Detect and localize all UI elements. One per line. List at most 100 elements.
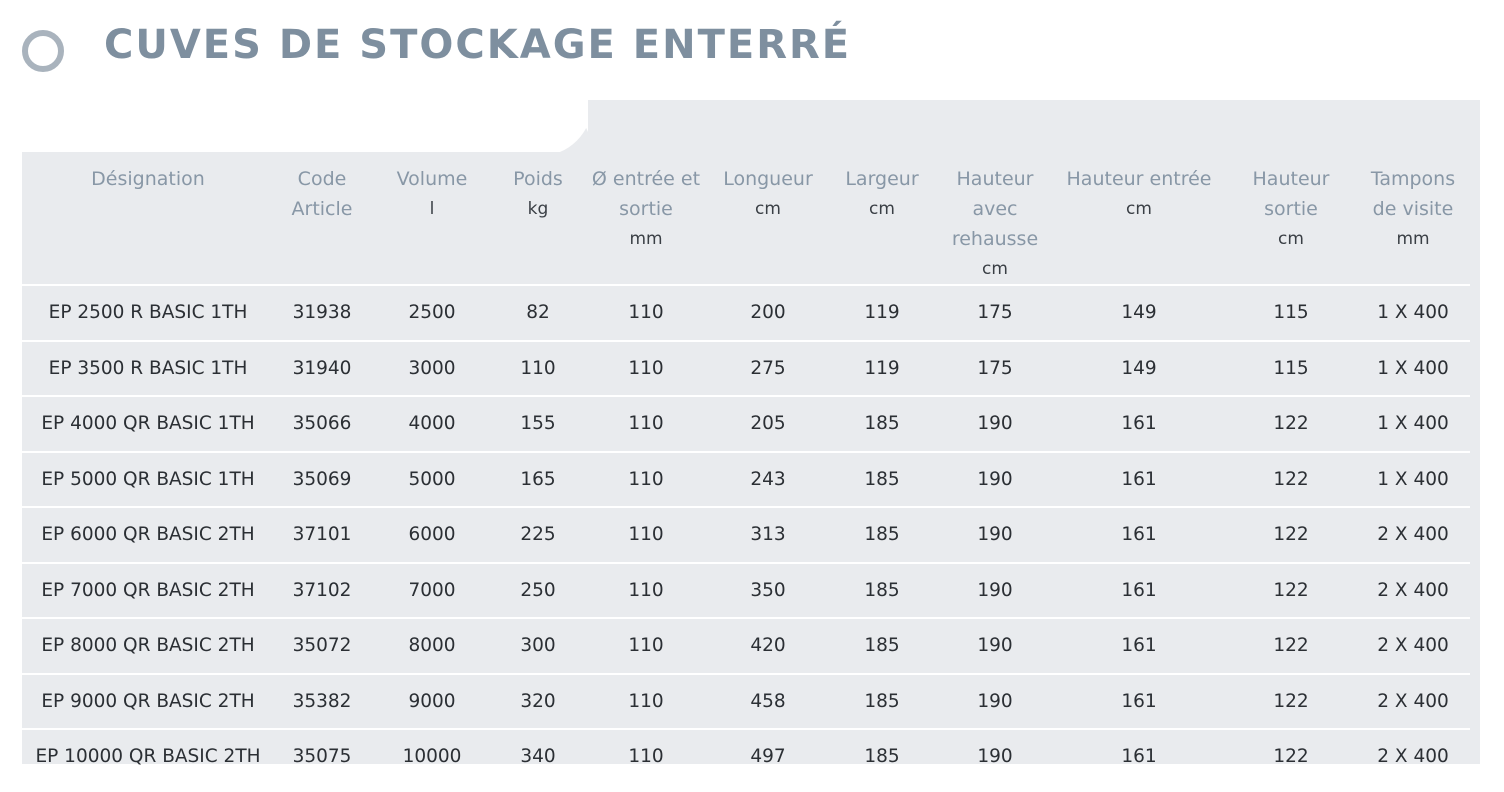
column-header-unit: cm bbox=[869, 199, 895, 219]
table-cell: 225 bbox=[494, 506, 582, 563]
column-header-unit: mm bbox=[629, 229, 663, 249]
table-cell: 1 X 400 bbox=[1356, 339, 1470, 396]
table-cell: 119 bbox=[826, 284, 938, 341]
table-cell: 149 bbox=[1052, 339, 1226, 396]
table-cell: 37101 bbox=[274, 506, 370, 563]
table-cell: 161 bbox=[1052, 450, 1226, 507]
table-cell: 115 bbox=[1226, 339, 1356, 396]
table-cell: 82 bbox=[494, 284, 582, 341]
table-cell: 185 bbox=[826, 450, 938, 507]
table-body: EP 2500 R BASIC 1TH 31938 2500 82 110 200 119 1… bbox=[22, 284, 1470, 784]
table-row: EP 3500 R BASIC 1TH 31940 3000 110 110 275 119… bbox=[22, 339, 1470, 396]
column-header-unit: cm bbox=[1278, 229, 1304, 249]
table-cell: 4000 bbox=[370, 395, 494, 452]
column-header-label: Volume bbox=[396, 168, 468, 190]
table-cell: EP 7000 QR BASIC 2TH bbox=[22, 561, 274, 618]
table-cell: EP 3500 R BASIC 1TH bbox=[22, 339, 274, 396]
table-cell: 1 X 400 bbox=[1356, 450, 1470, 507]
column-header-unit: cm bbox=[1126, 199, 1152, 219]
table-cell: 2 X 400 bbox=[1356, 617, 1470, 674]
column-header: Code Article bbox=[274, 152, 370, 285]
table-cell: 2 X 400 bbox=[1356, 506, 1470, 563]
table-cell: 122 bbox=[1226, 450, 1356, 507]
column-header: Tampons de visite mm bbox=[1356, 152, 1470, 285]
table-row: EP 6000 QR BASIC 2TH 37101 6000 225 110 313 18… bbox=[22, 506, 1470, 563]
table-cell: 1 X 400 bbox=[1356, 284, 1470, 341]
table-cell: 190 bbox=[938, 617, 1052, 674]
column-header-label: Ø entrée et sortie bbox=[591, 168, 701, 220]
table-cell: 320 bbox=[494, 672, 582, 729]
table-cell: 340 bbox=[494, 728, 582, 784]
column-header-label: Poids bbox=[513, 168, 563, 190]
column-header-label: Désignation bbox=[91, 168, 205, 190]
table-cell: 35075 bbox=[274, 728, 370, 784]
table-cell: 185 bbox=[826, 728, 938, 784]
table-cell: 110 bbox=[582, 506, 710, 563]
table-cell: EP 6000 QR BASIC 2TH bbox=[22, 506, 274, 563]
table-cell: 110 bbox=[582, 561, 710, 618]
column-header: Désignation bbox=[22, 152, 274, 285]
table-cell: 300 bbox=[494, 617, 582, 674]
table-cell: 190 bbox=[938, 395, 1052, 452]
column-header: Hauteur avec rehausse cm bbox=[938, 152, 1052, 285]
table-cell: 110 bbox=[582, 617, 710, 674]
table-cell: 185 bbox=[826, 395, 938, 452]
table-cell: 3000 bbox=[370, 339, 494, 396]
column-header-label: Longueur bbox=[723, 168, 813, 190]
table-cell: 190 bbox=[938, 450, 1052, 507]
table-cell: 110 bbox=[582, 284, 710, 341]
column-header: Ø entrée et sortie mm bbox=[582, 152, 710, 285]
table-cell: 122 bbox=[1226, 617, 1356, 674]
table-cell: 5000 bbox=[370, 450, 494, 507]
column-header-unit: kg bbox=[527, 199, 549, 219]
table-cell: 9000 bbox=[370, 672, 494, 729]
table-cell: 122 bbox=[1226, 672, 1356, 729]
column-header-label: Tampons de visite bbox=[1370, 168, 1456, 220]
table-cell: EP 4000 QR BASIC 1TH bbox=[22, 395, 274, 452]
table-cell: 35066 bbox=[274, 395, 370, 452]
table-cell: 200 bbox=[710, 284, 826, 341]
table-row: EP 2500 R BASIC 1TH 31938 2500 82 110 200 119 1… bbox=[22, 284, 1470, 341]
table-cell: 161 bbox=[1052, 561, 1226, 618]
table-row: EP 10000 QR BASIC 2TH 35075 10000 340 110 497… bbox=[22, 728, 1470, 784]
table-cell: 420 bbox=[710, 617, 826, 674]
table-cell: 122 bbox=[1226, 395, 1356, 452]
column-header-unit: cm bbox=[982, 259, 1008, 279]
table-cell: 161 bbox=[1052, 395, 1226, 452]
column-header: Hauteur entrée cm bbox=[1052, 152, 1226, 285]
column-header: Poids kg bbox=[494, 152, 582, 285]
table-cell: 185 bbox=[826, 672, 938, 729]
table-cell: 2 X 400 bbox=[1356, 561, 1470, 618]
column-header-label: Hauteur entrée bbox=[1066, 168, 1212, 190]
table-cell: 110 bbox=[582, 728, 710, 784]
column-header-label: Hauteur sortie bbox=[1252, 168, 1330, 220]
table-cell: 458 bbox=[710, 672, 826, 729]
table-cell: 190 bbox=[938, 672, 1052, 729]
table-row: EP 9000 QR BASIC 2TH 35382 9000 320 110 458 18… bbox=[22, 672, 1470, 729]
table-cell: 35069 bbox=[274, 450, 370, 507]
table-row: EP 4000 QR BASIC 1TH 35066 4000 155 110 205 18… bbox=[22, 395, 1470, 452]
table-cell: 110 bbox=[582, 395, 710, 452]
table-cell: EP 10000 QR BASIC 2TH bbox=[22, 728, 274, 784]
page-title: CUVES DE STOCKAGE ENTERRÉ bbox=[104, 22, 852, 68]
table-cell: 185 bbox=[826, 506, 938, 563]
column-header: Longueur cm bbox=[710, 152, 826, 285]
column-header: Largeur cm bbox=[826, 152, 938, 285]
table-cell: 275 bbox=[710, 339, 826, 396]
table-cell: 190 bbox=[938, 728, 1052, 784]
table-cell: 190 bbox=[938, 506, 1052, 563]
table-cell: EP 5000 QR BASIC 1TH bbox=[22, 450, 274, 507]
table-cell: EP 9000 QR BASIC 2TH bbox=[22, 672, 274, 729]
table-cell: 2 X 400 bbox=[1356, 672, 1470, 729]
table-cell: EP 2500 R BASIC 1TH bbox=[22, 284, 274, 341]
panel-tab-curve bbox=[540, 100, 592, 156]
table-cell: 155 bbox=[494, 395, 582, 452]
column-header-unit: mm bbox=[1396, 229, 1430, 249]
title-ring-icon bbox=[22, 30, 64, 72]
column-header: Hauteur sortie cm bbox=[1226, 152, 1356, 285]
table-cell: 185 bbox=[826, 617, 938, 674]
table-cell: 1 X 400 bbox=[1356, 395, 1470, 452]
table-cell: 161 bbox=[1052, 672, 1226, 729]
table-cell: 149 bbox=[1052, 284, 1226, 341]
table-cell: 161 bbox=[1052, 506, 1226, 563]
